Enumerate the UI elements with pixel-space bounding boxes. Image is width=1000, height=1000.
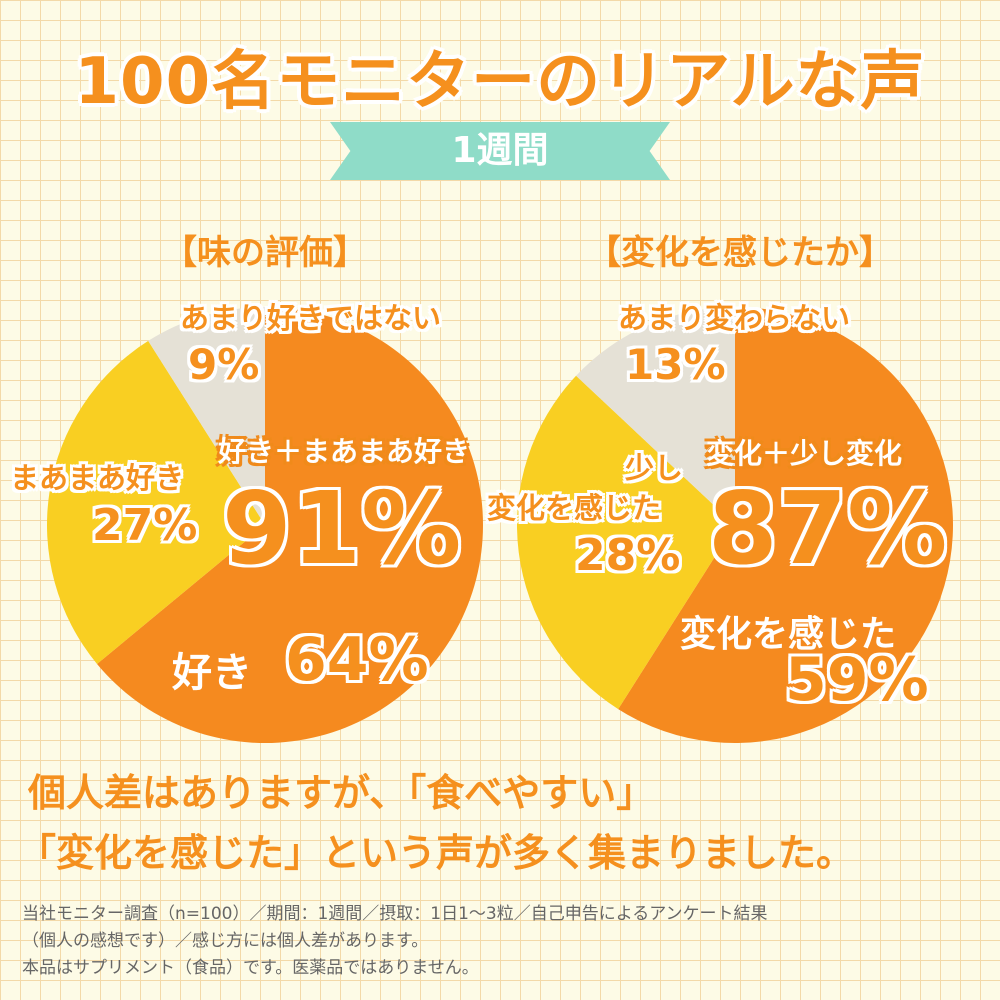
annotation-label: 変化＋少し変化 [706, 437, 903, 470]
pie-slice-あまり好きではない [148, 307, 265, 525]
slice-label: まあまあ好き [10, 461, 185, 495]
pie-slice-好き [97, 307, 483, 743]
slice-value: 13% [625, 340, 726, 389]
pie-slice-あまり変わらない [576, 307, 735, 525]
footnote: 本品はサプリメント（食品）です。医薬品ではありません。 [22, 958, 479, 978]
period-badge: 1週間 [330, 122, 670, 180]
slice-label: 変化を感じた [487, 491, 662, 525]
annotation-label: 好き＋まあまあ好き [218, 435, 471, 468]
slice-value: 9% [188, 340, 260, 389]
page-title: 100名モニターのリアルな声 [74, 45, 926, 119]
slice-value: 64% [285, 625, 429, 695]
annotation-value: 87% [708, 470, 948, 587]
annotation-value: 91% [222, 470, 462, 587]
slice-label: 少し [625, 451, 684, 485]
footnote: （個人の感想です）／感じ方には個人差があります。 [22, 931, 429, 951]
slice-label: あまり好きではない [180, 301, 442, 335]
pie-slice-まあまあ好き [47, 340, 266, 664]
pie-slice-少し変化を感じた [517, 375, 735, 710]
chart-title-taste: 【味の評価】 [163, 233, 367, 273]
slice-value: 59% [785, 645, 929, 715]
chart-title-change: 【変化を感じたか】 [587, 233, 893, 273]
pie-change [517, 307, 953, 743]
slice-value: 28% [575, 530, 681, 581]
slice-label: 変化を感じた [680, 614, 897, 655]
message-line: 「変化を感じた」という声が多く集まりました。 [18, 831, 855, 875]
footnote: 当社モニター調査（n=100）／期間：1週間／摂取：1日1〜3粒／自己申告による… [22, 904, 768, 924]
pie-taste [47, 307, 483, 743]
message-line: 個人差はありますが、「食べやすい」 [28, 771, 655, 815]
slice-value: 27% [92, 500, 198, 551]
pie-slice-変化を感じた [618, 307, 953, 743]
slice-label: 好き [172, 650, 252, 696]
slice-label: あまり変わらない [618, 301, 851, 335]
